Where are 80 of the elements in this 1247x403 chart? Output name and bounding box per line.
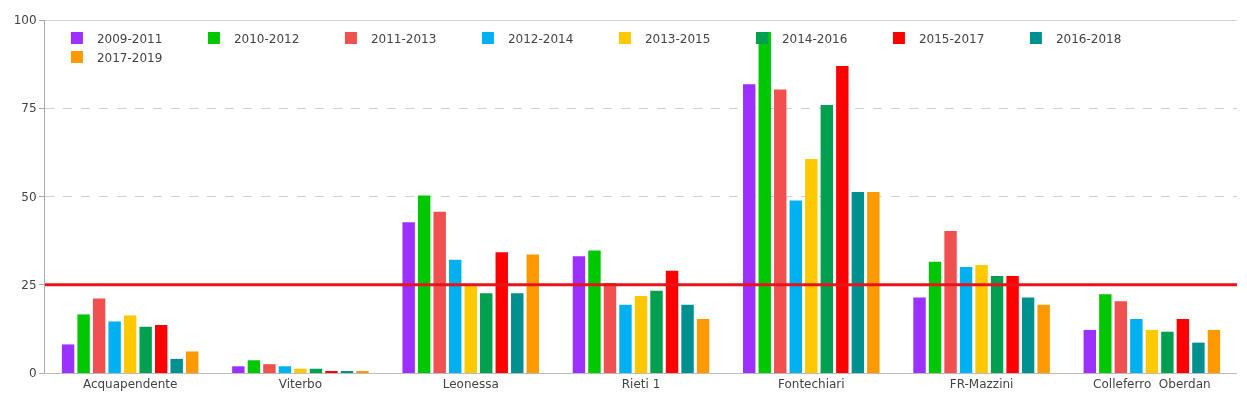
bar	[402, 222, 415, 373]
x-tick-label: Leonessa	[442, 377, 499, 392]
bar	[913, 297, 926, 373]
bar	[665, 270, 679, 373]
bar	[278, 366, 292, 373]
legend-label: 2015-2017	[918, 31, 985, 46]
bar	[232, 366, 245, 373]
legend-label: 2010-2012	[233, 31, 300, 46]
bar	[309, 368, 323, 373]
x-tick-label: Rieti 1	[621, 377, 661, 392]
bar	[572, 256, 586, 373]
bar	[247, 360, 261, 373]
bar	[294, 368, 307, 373]
bar	[696, 318, 710, 373]
bar	[851, 191, 865, 373]
bar	[588, 250, 601, 373]
bar	[1037, 304, 1050, 373]
bar	[1176, 318, 1190, 373]
bar	[495, 252, 508, 373]
bar	[990, 275, 1004, 373]
bar	[108, 321, 121, 373]
bar	[619, 304, 632, 373]
bar	[263, 364, 276, 373]
y-tick-label: 75	[21, 101, 37, 116]
legend-label: 2017-2019	[96, 50, 163, 65]
bar	[1161, 331, 1174, 373]
x-tick-label: Viterbo	[278, 377, 323, 392]
bar	[480, 293, 493, 373]
bar	[975, 264, 988, 373]
bar	[170, 358, 183, 373]
bar	[1192, 342, 1205, 373]
legend-label: 2016-2018	[1055, 31, 1122, 46]
y-tick-label: 0	[28, 366, 37, 381]
bar	[867, 191, 880, 373]
bar	[789, 200, 802, 373]
bar	[464, 284, 477, 373]
bar	[139, 326, 152, 373]
bar	[511, 293, 524, 373]
bar	[805, 159, 818, 373]
bar	[61, 344, 75, 373]
bar	[1099, 294, 1112, 373]
bar	[448, 259, 462, 373]
bar	[1145, 329, 1159, 373]
bar	[1021, 297, 1035, 373]
legend-label: 2011-2013	[370, 31, 437, 46]
bar	[650, 290, 663, 373]
legend-label: 2013-2015	[644, 31, 711, 46]
bar	[1114, 301, 1128, 373]
bar	[820, 105, 834, 373]
bar	[774, 89, 787, 373]
legend-label: 2014-2016	[781, 31, 848, 46]
bar	[417, 195, 431, 373]
x-tick-label: Acquapendente	[82, 377, 178, 392]
y-tick-label: 100	[13, 13, 37, 28]
bar	[1130, 318, 1143, 373]
bar	[836, 65, 849, 373]
y-tick-label: 50	[21, 189, 37, 204]
bar	[92, 298, 106, 373]
x-tick-label: Fontechiari	[777, 377, 845, 392]
bar	[1083, 329, 1096, 373]
bar	[743, 84, 756, 373]
bar	[959, 267, 973, 373]
bar	[1006, 275, 1019, 373]
x-tick-label: Colleferro Oberdan	[1093, 377, 1211, 392]
bar	[186, 351, 199, 373]
y-tick-label: 25	[21, 277, 37, 292]
bar	[154, 324, 168, 373]
bar	[634, 296, 648, 373]
bar	[681, 304, 694, 373]
bar	[526, 254, 539, 373]
x-tick-label: FR-Mazzini	[949, 377, 1014, 392]
legend-label: 2009-2011	[96, 31, 163, 46]
bar	[758, 32, 771, 373]
bar	[1207, 329, 1221, 373]
bar	[123, 315, 137, 373]
legend-label: 2012-2014	[507, 31, 574, 46]
bar	[77, 314, 90, 373]
bar	[928, 261, 942, 373]
bar	[944, 231, 957, 373]
bar	[433, 211, 446, 373]
